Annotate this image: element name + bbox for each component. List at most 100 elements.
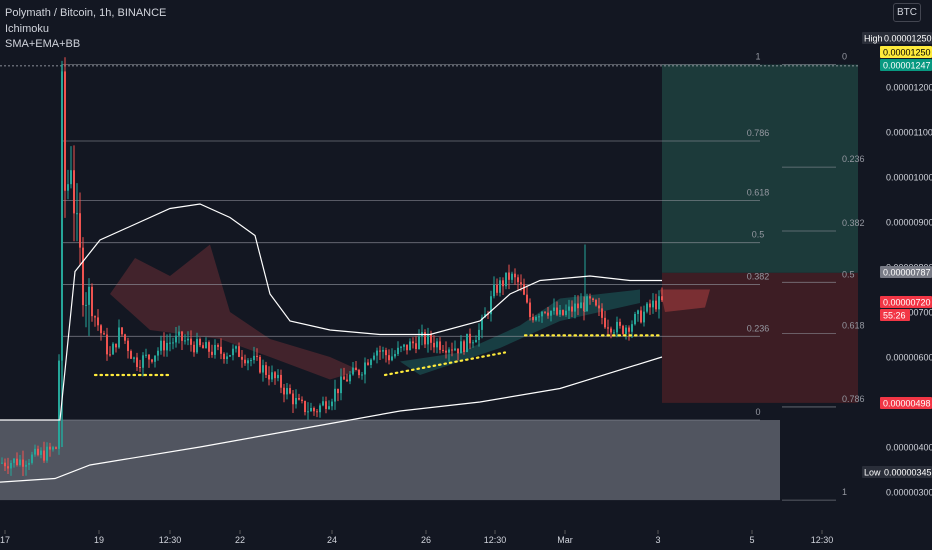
candle-body	[601, 308, 603, 318]
price-label-yellow: 0.00001250	[883, 48, 931, 58]
candle-body	[127, 340, 129, 352]
candle-body	[31, 454, 33, 463]
candle-body	[436, 341, 438, 348]
fib-right-label-0: 0	[842, 52, 847, 62]
candle-body	[235, 346, 237, 349]
price-label-red-bg	[880, 296, 932, 308]
candle-body	[511, 273, 513, 280]
price-countdown: 55:26	[883, 311, 906, 321]
candle-body	[190, 338, 192, 345]
candle-body	[580, 302, 582, 309]
ichimoku-cloud-bear	[110, 244, 360, 380]
candle-body	[163, 340, 165, 351]
candle-body	[355, 367, 357, 371]
candle-body	[187, 338, 189, 341]
candle-body	[340, 376, 342, 394]
candle-body	[19, 459, 21, 466]
candle-body	[142, 355, 144, 368]
candle-body	[331, 401, 333, 407]
candle-body	[379, 350, 381, 352]
candle-body	[406, 344, 408, 351]
range-box	[0, 420, 780, 501]
price-label-red2-bg	[880, 397, 932, 409]
low-label-value: 0.00000345	[884, 468, 932, 478]
candle-body	[310, 408, 312, 412]
candle-body	[13, 458, 15, 463]
currency-button[interactable]: BTC	[893, 3, 921, 22]
candle-body	[568, 306, 570, 311]
candle-body	[58, 360, 60, 449]
candle-body	[385, 350, 387, 356]
candle-body	[211, 351, 213, 355]
candle-body	[259, 356, 261, 373]
candle-body	[184, 340, 186, 342]
candle-body	[376, 350, 378, 356]
candle-body	[427, 334, 429, 345]
price-label-green-bg	[880, 59, 932, 71]
x-tick-label: 24	[327, 535, 337, 545]
candle-body	[253, 355, 255, 361]
chart-legend: Polymath / Bitcoin, 1h, BINANCE Ichimoku…	[5, 6, 166, 53]
candle-body	[289, 388, 291, 394]
price-label-gray-bg	[880, 266, 932, 278]
candle-body	[1, 462, 3, 464]
candle-body	[10, 462, 12, 469]
candle-body	[367, 362, 369, 365]
candle-body	[217, 344, 219, 347]
x-tick-label: 12:30	[484, 535, 507, 545]
x-tick-label: 3	[655, 535, 660, 545]
candle-body	[445, 350, 447, 353]
candle-body	[604, 317, 606, 328]
candle-body	[634, 313, 636, 325]
candle-body	[214, 344, 216, 355]
candle-body	[583, 302, 585, 312]
candle-body	[520, 282, 522, 285]
fib-left-label-0.5: 0.5	[752, 230, 765, 240]
candle-body	[466, 333, 468, 352]
candle-body	[619, 321, 621, 326]
candle-body	[661, 296, 663, 301]
candle-body	[595, 300, 597, 306]
candle-body	[454, 348, 456, 351]
candle-body	[541, 311, 543, 317]
candle-body	[322, 401, 324, 406]
legend-indicator-ichimoku[interactable]: Ichimoku	[5, 22, 50, 35]
low-label-prefix: Low	[864, 468, 881, 478]
candle-body	[649, 303, 651, 308]
x-tick-label: 19	[94, 535, 104, 545]
legend-indicator-sma-ema-bb[interactable]: SMA+EMA+BB	[5, 38, 81, 50]
candle-body	[592, 298, 594, 301]
candle-body	[145, 354, 147, 356]
support-dots-2	[383, 351, 507, 377]
candle-body	[91, 286, 93, 317]
candle-body	[655, 300, 657, 310]
x-tick-label: 5	[749, 535, 754, 545]
fib-left-label-0: 0	[755, 407, 760, 417]
candle-body	[490, 296, 492, 315]
candle-body	[496, 284, 498, 293]
candle-body	[307, 411, 309, 413]
candle-body	[571, 306, 573, 312]
candle-body	[346, 379, 348, 382]
candle-body	[22, 459, 24, 467]
candle-body	[136, 357, 138, 368]
x-tick-label: 17	[0, 535, 10, 545]
candle-body	[559, 310, 561, 315]
candle-body	[409, 341, 411, 351]
candle-body	[43, 450, 45, 461]
fib-right-label-0.618: 0.618	[842, 321, 865, 331]
candle-body	[577, 303, 579, 309]
candle-body	[124, 334, 126, 341]
candle-body	[343, 376, 345, 380]
candle-body	[166, 342, 168, 351]
candle-body	[262, 365, 264, 373]
candle-body	[478, 329, 480, 341]
candle-body	[139, 367, 141, 369]
candle-body	[433, 342, 435, 348]
candle-body	[205, 342, 207, 349]
candle-body	[430, 334, 432, 343]
candle-body	[55, 447, 57, 449]
candle-body	[271, 372, 273, 380]
candle-body	[544, 311, 546, 313]
